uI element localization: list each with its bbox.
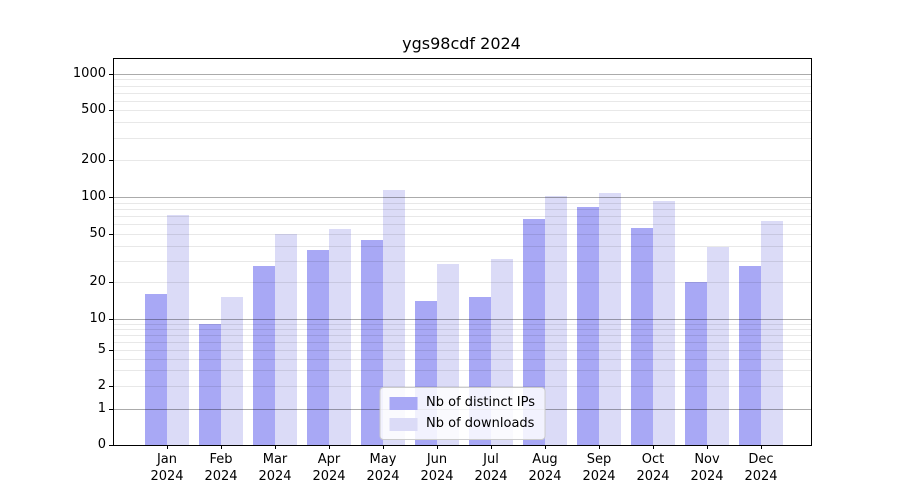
minor-gridline xyxy=(114,110,811,111)
x-tick-label: Jan 2024 xyxy=(150,452,184,484)
y-tick xyxy=(109,110,113,111)
x-tick-label: Apr 2024 xyxy=(312,452,346,484)
y-tick xyxy=(109,160,113,161)
bar-downloads-jan xyxy=(167,215,189,445)
minor-gridline xyxy=(114,137,811,139)
x-tick-label: Dec 2024 xyxy=(744,452,778,484)
bar-downloads-feb xyxy=(221,297,243,445)
x-tick-label: Jul 2024 xyxy=(474,452,508,484)
plot-area: Nb of distinct IPs Nb of downloads Jan 20… xyxy=(73,58,812,484)
y-tick-label: 2 xyxy=(97,378,106,393)
minor-gridline xyxy=(114,216,811,218)
y-tick-label: 1 xyxy=(97,401,106,416)
y-tick-label: 20 xyxy=(89,274,106,289)
x-tick-label: May 2024 xyxy=(366,452,400,484)
legend: Nb of distinct IPs Nb of downloads xyxy=(379,387,546,440)
x-tick-label: Nov 2024 xyxy=(690,452,724,484)
y-tick xyxy=(109,386,113,387)
x-tick-label: Sep 2024 xyxy=(582,452,616,484)
legend-label-distinct-ips: Nb of distinct IPs xyxy=(426,395,535,410)
y-tick-label: 10 xyxy=(89,311,106,326)
x-tick xyxy=(383,445,384,449)
x-tick-label: Jun 2024 xyxy=(420,452,454,484)
x-tick-label: Mar 2024 xyxy=(258,452,292,484)
bar-ips-dec xyxy=(739,266,761,445)
bar-ips-may xyxy=(361,239,383,445)
minor-gridline xyxy=(114,160,811,161)
x-tick xyxy=(221,445,222,449)
bar-downloads-dec xyxy=(761,220,783,445)
x-tick xyxy=(329,445,330,449)
x-tick xyxy=(599,445,600,449)
y-tick xyxy=(109,350,113,351)
bar-downloads-sep xyxy=(599,193,621,445)
bar-ips-mar xyxy=(253,266,275,445)
y-tick xyxy=(109,234,113,235)
legend-label-downloads: Nb of downloads xyxy=(426,416,535,431)
minor-gridline xyxy=(114,234,811,235)
x-tick xyxy=(167,445,168,449)
y-tick-label: 50 xyxy=(89,226,106,241)
y-tick xyxy=(109,445,113,446)
minor-gridline xyxy=(114,92,811,94)
major-gridline xyxy=(114,197,811,198)
x-tick-label: Feb 2024 xyxy=(204,452,238,484)
bar-downloads-aug xyxy=(545,196,567,445)
major-gridline xyxy=(114,74,811,75)
x-tick-label: Aug 2024 xyxy=(528,452,562,484)
bar-ips-jan xyxy=(145,293,167,445)
minor-gridline xyxy=(114,100,811,102)
y-tick-label: 0 xyxy=(97,437,106,452)
x-tick xyxy=(491,445,492,449)
x-tick xyxy=(437,445,438,449)
minor-gridline xyxy=(114,202,811,204)
bar-ips-nov xyxy=(685,282,707,445)
bar-ips-oct xyxy=(631,227,653,445)
minor-gridline xyxy=(114,224,811,226)
minor-gridline xyxy=(114,85,811,87)
y-tick-label: 500 xyxy=(81,102,106,117)
minor-gridline xyxy=(114,122,811,124)
legend-swatch-distinct-ips-icon xyxy=(389,396,418,410)
y-tick xyxy=(109,282,113,283)
y-tick-label: 100 xyxy=(81,189,106,204)
bar-ips-sep xyxy=(577,206,599,445)
y-tick xyxy=(109,74,113,75)
legend-item-distinct-ips: Nb of distinct IPs xyxy=(389,395,535,411)
x-tick-label: Oct 2024 xyxy=(636,452,670,484)
bar-downloads-mar xyxy=(275,234,297,445)
x-tick xyxy=(761,445,762,449)
x-tick xyxy=(653,445,654,449)
chart-title: ygs98cdf 2024 xyxy=(402,34,521,53)
bar-ips-feb xyxy=(199,323,221,445)
y-tick-label: 200 xyxy=(81,152,106,167)
legend-swatch-downloads-icon xyxy=(389,417,418,431)
bar-downloads-nov xyxy=(707,247,729,445)
y-tick-label: 5 xyxy=(97,342,106,357)
minor-gridline xyxy=(114,208,811,210)
bar-downloads-oct xyxy=(653,200,675,445)
x-tick xyxy=(275,445,276,449)
bar-downloads-apr xyxy=(329,228,351,445)
x-tick xyxy=(545,445,546,449)
y-tick-label: 1000 xyxy=(72,66,106,81)
minor-gridline xyxy=(114,79,811,81)
x-tick xyxy=(707,445,708,449)
y-tick xyxy=(109,197,113,198)
legend-item-downloads: Nb of downloads xyxy=(389,416,535,432)
bar-ips-apr xyxy=(307,249,329,445)
y-tick xyxy=(109,409,113,410)
y-tick xyxy=(109,319,113,320)
bar-downloads-may xyxy=(383,190,405,445)
